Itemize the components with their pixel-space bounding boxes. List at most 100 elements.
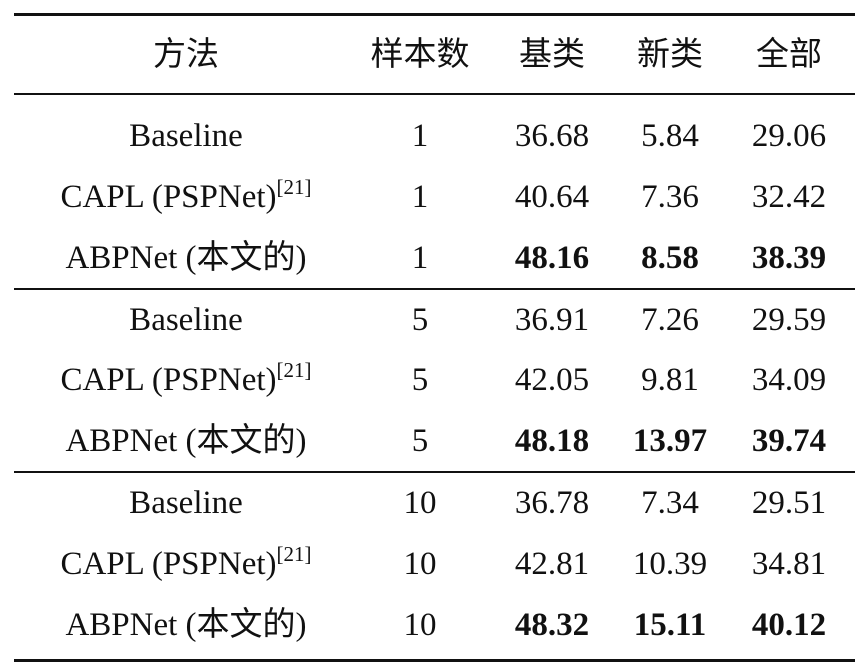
cell-base: 40.64	[515, 177, 589, 217]
cell-base: 48.32	[515, 605, 589, 645]
cell-base: 42.05	[515, 360, 589, 400]
cell-shots: 5	[412, 300, 429, 340]
cell-all: 34.09	[752, 360, 826, 400]
cell-novel: 7.34	[641, 483, 699, 523]
novel-text: 5.84	[641, 118, 699, 154]
method-text: Baseline	[129, 118, 243, 154]
cell-shots: 1	[412, 116, 429, 156]
method-text: ABPNet (本文的)	[65, 423, 307, 459]
method-text: ABPNet (本文的)	[65, 607, 307, 643]
novel-text: 9.81	[641, 362, 699, 398]
header-all: 全部	[756, 37, 822, 73]
cell-novel: 7.26	[641, 300, 699, 340]
cell-base: 36.78	[515, 483, 589, 523]
method-text: Baseline	[129, 302, 243, 338]
shots-text: 5	[411, 302, 429, 338]
group-rule	[14, 288, 855, 290]
group-rule	[14, 471, 855, 473]
base-text: 48.18	[514, 423, 590, 459]
all-text: 39.74	[751, 423, 827, 459]
novel-text: 10.39	[632, 546, 708, 582]
citation-ref: [21]	[276, 175, 312, 199]
cell-method: Baseline	[129, 483, 243, 523]
cell-base: 48.16	[515, 238, 589, 278]
method-text: CAPL (PSPNet)	[60, 546, 277, 582]
method-text: CAPL (PSPNet)	[60, 362, 277, 398]
cell-novel: 9.81	[641, 360, 699, 400]
novel-text: 8.58	[641, 240, 699, 276]
cell-method: ABPNet (本文的)	[65, 605, 306, 645]
header-novel: 新类	[637, 37, 703, 73]
cell-all: 34.81	[752, 544, 826, 584]
cell-novel: 5.84	[641, 116, 699, 156]
shots-text: 1	[411, 118, 429, 154]
novel-text: 7.26	[641, 302, 699, 338]
cell-shots: 5	[412, 360, 429, 400]
all-text: 34.81	[751, 546, 827, 582]
all-text: 29.59	[751, 302, 827, 338]
base-text: 48.16	[514, 240, 590, 276]
citation-ref: [21]	[276, 358, 312, 382]
novel-text: 7.36	[641, 179, 699, 215]
cell-method: Baseline	[129, 300, 243, 340]
all-text: 38.39	[751, 240, 827, 276]
cell-base: 48.18	[515, 421, 589, 461]
base-text: 48.32	[514, 607, 590, 643]
shots-text: 10	[403, 607, 437, 643]
bottom-rule	[14, 659, 855, 662]
cell-method: ABPNet (本文的)	[65, 238, 306, 278]
cell-method: CAPL (PSPNet)[21]	[60, 360, 311, 400]
cell-all: 29.06	[752, 116, 826, 156]
top-rule	[14, 13, 855, 16]
cell-shots: 10	[404, 544, 437, 584]
cell-shots: 1	[412, 238, 429, 278]
base-text: 36.78	[514, 485, 590, 521]
cell-method: CAPL (PSPNet)[21]	[60, 177, 311, 217]
base-text: 42.81	[514, 546, 590, 582]
cell-shots: 10	[404, 483, 437, 523]
method-text: Baseline	[129, 485, 243, 521]
all-text: 29.06	[751, 118, 827, 154]
method-text: CAPL (PSPNet)	[60, 179, 277, 215]
cell-novel: 7.36	[641, 177, 699, 217]
base-text: 40.64	[514, 179, 590, 215]
citation-ref: [21]	[276, 542, 312, 566]
cell-novel: 8.58	[641, 238, 699, 278]
cell-all: 29.59	[752, 300, 826, 340]
cell-novel: 15.11	[634, 605, 706, 645]
shots-text: 5	[411, 362, 429, 398]
shots-text: 10	[403, 485, 437, 521]
cell-all: 39.74	[752, 421, 826, 461]
cell-base: 42.81	[515, 544, 589, 584]
novel-text: 15.11	[633, 607, 707, 643]
base-text: 42.05	[514, 362, 590, 398]
header-rule	[14, 93, 855, 95]
shots-text: 5	[411, 423, 429, 459]
all-text: 34.09	[751, 362, 827, 398]
cell-all: 38.39	[752, 238, 826, 278]
all-text: 32.42	[751, 179, 827, 215]
cell-all: 32.42	[752, 177, 826, 217]
cell-all: 40.12	[752, 605, 826, 645]
cell-method: ABPNet (本文的)	[65, 421, 306, 461]
cell-all: 29.51	[752, 483, 826, 523]
cell-method: CAPL (PSPNet)[21]	[60, 544, 311, 584]
novel-text: 7.34	[641, 485, 699, 521]
all-text: 40.12	[751, 607, 827, 643]
base-text: 36.91	[514, 302, 590, 338]
cell-shots: 5	[412, 421, 429, 461]
header-base: 基类	[519, 37, 585, 73]
shots-text: 10	[403, 546, 437, 582]
cell-base: 36.91	[515, 300, 589, 340]
shots-text: 1	[411, 240, 429, 276]
header-method: 方法	[153, 37, 219, 73]
shots-text: 1	[411, 179, 429, 215]
method-text: ABPNet (本文的)	[65, 240, 307, 276]
cell-base: 36.68	[515, 116, 589, 156]
cell-novel: 13.97	[633, 421, 707, 461]
cell-shots: 1	[412, 177, 429, 217]
header-shots: 样本数	[370, 37, 470, 73]
cell-method: Baseline	[129, 116, 243, 156]
cell-novel: 10.39	[633, 544, 707, 584]
cell-shots: 10	[404, 605, 437, 645]
